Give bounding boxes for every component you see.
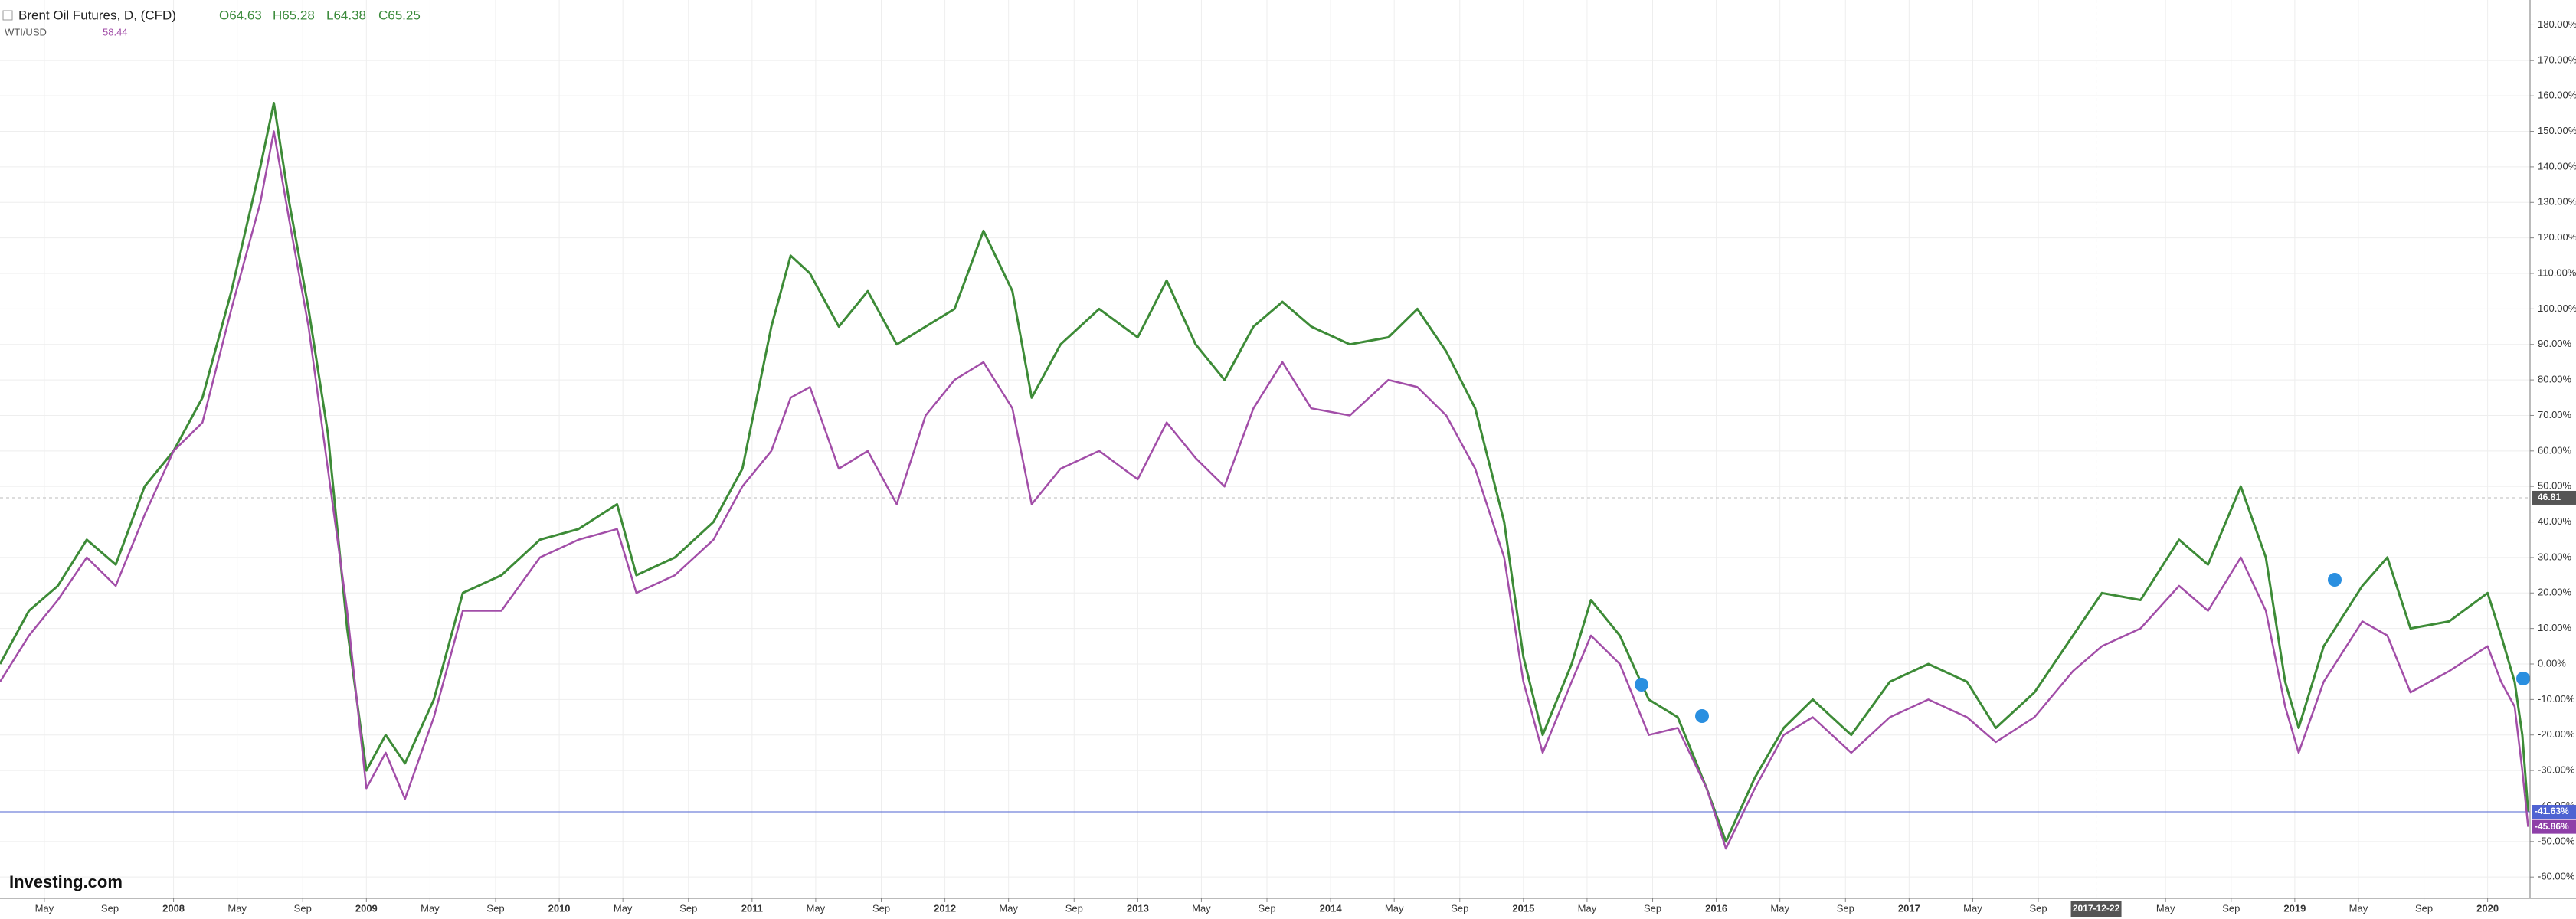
header-open: O64.63 [219, 8, 262, 22]
y-tick-label: 170.00% [2538, 54, 2576, 65]
crosshair-x-label: 2017-12-22 [2073, 903, 2120, 914]
header-title: Brent Oil Futures, D, (CFD) [18, 8, 176, 22]
y-tick-label: 180.00% [2538, 18, 2576, 30]
x-tick-label: May [614, 902, 633, 914]
y-tick-label: 90.00% [2538, 338, 2572, 349]
x-tick-label: Sep [294, 902, 312, 914]
x-tick-label: 2009 [355, 902, 378, 914]
x-tick-label: 2008 [162, 902, 185, 914]
y-tick-label: 0.00% [2538, 657, 2566, 669]
y-tick-label: 40.00% [2538, 515, 2572, 527]
y-tick-label: 130.00% [2538, 196, 2576, 208]
x-tick-label: May [1770, 902, 1789, 914]
last-value-box [2532, 819, 2576, 834]
x-tick-label: 2017 [1898, 902, 1920, 914]
y-tick-label: 160.00% [2538, 90, 2576, 101]
x-tick-label: May [1192, 902, 1211, 914]
x-tick-label: May [1578, 902, 1597, 914]
y-tick-label: -20.00% [2538, 728, 2575, 740]
x-tick-label: Sep [1644, 902, 1661, 914]
x-tick-label: 2013 [1127, 902, 1149, 914]
collapse-icon[interactable] [2, 10, 13, 21]
y-tick-label: 20.00% [2538, 587, 2572, 598]
y-tick-label: -10.00% [2538, 693, 2575, 705]
crosshair-layer [0, 0, 2530, 898]
x-tick-label: May [807, 902, 826, 914]
x-tick-label: May [2156, 902, 2175, 914]
y-tick-label: 110.00% [2538, 267, 2576, 278]
x-tick-label: Sep [486, 902, 504, 914]
event-marker[interactable] [2328, 573, 2342, 587]
x-tick-label: 2011 [741, 902, 763, 914]
x-tick-label: Sep [1451, 902, 1468, 914]
event-marker[interactable] [1695, 709, 1709, 723]
x-tick-label: Sep [872, 902, 890, 914]
y-tick-label: 100.00% [2538, 303, 2576, 314]
y-tick-label: 60.00% [2538, 444, 2572, 456]
x-tick-label: 2020 [2476, 902, 2499, 914]
crosshair-x-box [2070, 901, 2122, 917]
y-tick-label: 80.00% [2538, 374, 2572, 385]
series-line [0, 102, 2529, 843]
x-tick-label: May [2349, 902, 2368, 914]
y-tick-label: 150.00% [2538, 125, 2576, 136]
x-tick-label: Sep [1065, 902, 1083, 914]
x-tick-label: 2010 [548, 902, 571, 914]
crosshair-y-label: 46.81 [2538, 492, 2561, 502]
x-tick-label: 2015 [1512, 902, 1534, 914]
logo: Investing.com [9, 872, 123, 891]
x-tick-label: May [999, 902, 1018, 914]
header-high: H65.28 [273, 8, 315, 22]
x-tick-label: 2019 [2283, 902, 2306, 914]
x-tick-label: May [1385, 902, 1404, 914]
x-tick-label: May [227, 902, 247, 914]
last-value-label: -41.63% [2535, 806, 2569, 816]
series-layer [0, 102, 2530, 850]
x-tick-label: Sep [101, 902, 119, 914]
crosshair-y-box [2532, 490, 2576, 505]
y-tick-label: -60.00% [2538, 871, 2575, 882]
y-tick-label: 50.00% [2538, 480, 2572, 492]
compare-value: 58.44 [103, 26, 128, 38]
last-value-label: -45.86% [2535, 821, 2569, 832]
x-tick-label: Sep [1837, 902, 1854, 914]
x-tick-label: 2016 [1705, 902, 1727, 914]
last-value-box [2532, 805, 2576, 819]
x-tick-label: 2012 [934, 902, 956, 914]
event-marker[interactable] [1635, 678, 1648, 692]
y-tick-label: 120.00% [2538, 231, 2576, 243]
header-low: L64.38 [326, 8, 366, 22]
series-line [0, 130, 2529, 850]
x-tick-label: Sep [2029, 902, 2047, 914]
y-tick-label: -50.00% [2538, 835, 2575, 846]
event-marker[interactable] [2516, 672, 2530, 685]
x-tick-label: May [1963, 902, 1982, 914]
y-tick-label: -30.00% [2538, 764, 2575, 776]
y-tick-label: 70.00% [2538, 409, 2572, 420]
compare-name: WTI/USD [5, 26, 47, 38]
x-tick-label: May [35, 902, 54, 914]
x-tick-label: Sep [2222, 902, 2240, 914]
y-tick-label: 30.00% [2538, 551, 2572, 562]
header-close: C65.25 [378, 8, 421, 22]
x-tick-label: Sep [2415, 902, 2433, 914]
x-tick-label: Sep [679, 902, 697, 914]
y-tick-label: 140.00% [2538, 160, 2576, 172]
x-tick-label: 2014 [1320, 902, 1343, 914]
x-tick-label: May [421, 902, 440, 914]
y-tick-label: 10.00% [2538, 622, 2572, 633]
x-tick-label: Sep [1258, 902, 1275, 914]
grid-layer [0, 0, 2530, 898]
